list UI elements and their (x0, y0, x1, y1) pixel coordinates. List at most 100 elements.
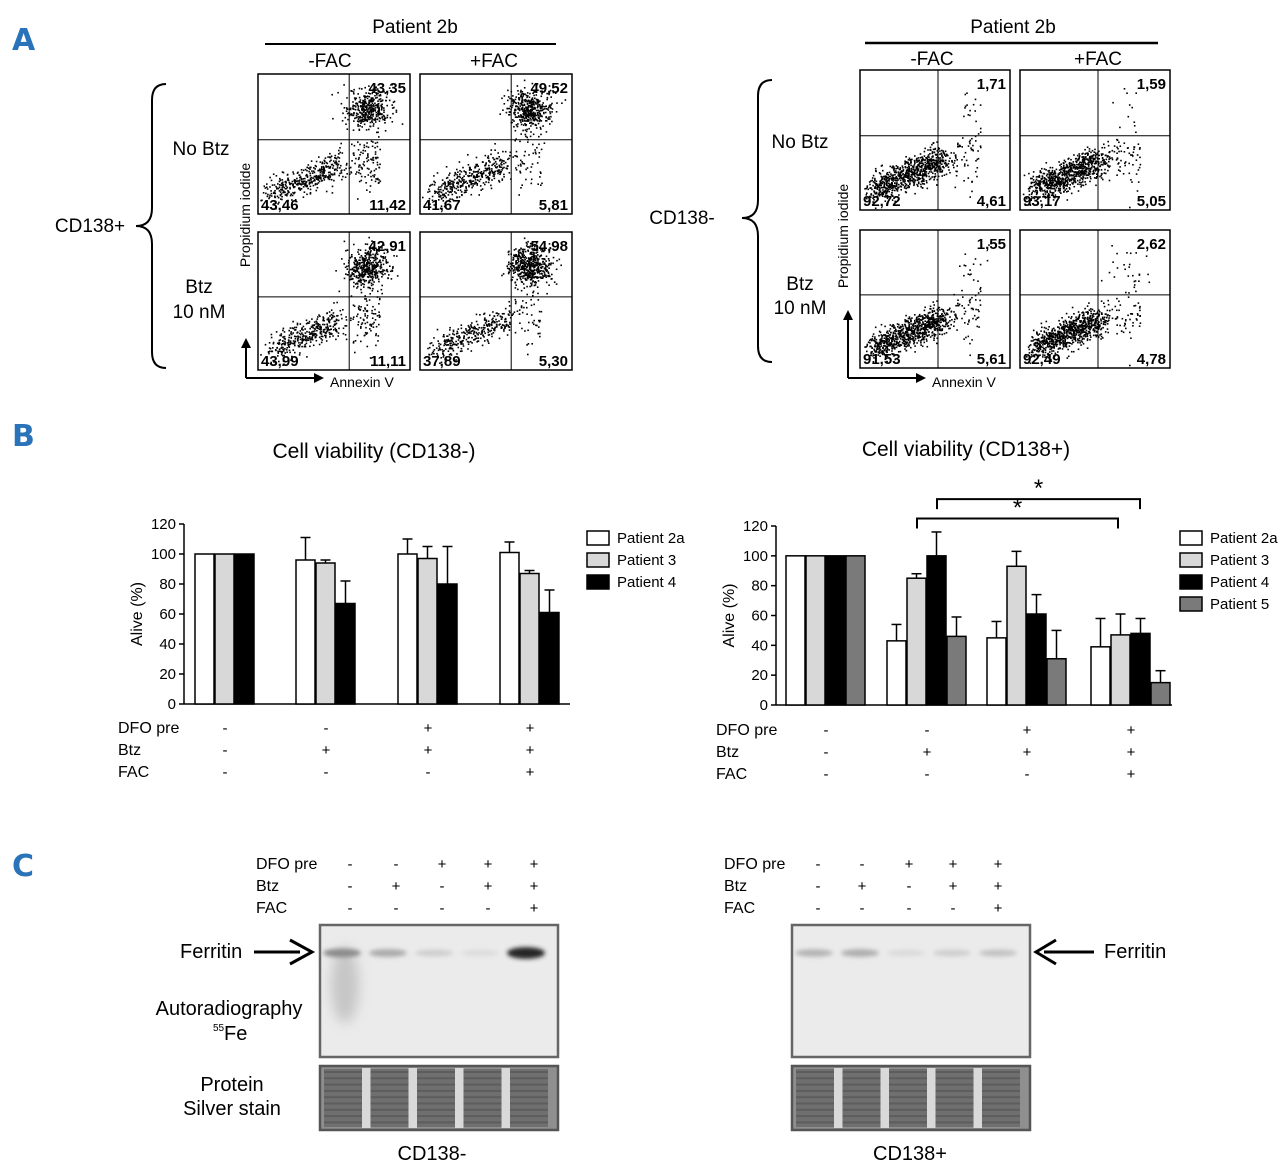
chart-title: Cell viability (CD138-) (272, 440, 475, 463)
legend-swatch (586, 530, 610, 546)
panel-label-c: C (12, 849, 34, 884)
ferritin-arrowhead-left (289, 938, 316, 966)
blot-condition-value: - (348, 900, 353, 917)
condition-value: - (426, 764, 431, 781)
bar (539, 611, 560, 705)
patient-header: Patient 2b (970, 17, 1056, 38)
flow-plot: 42,91 43,99 11,11 (257, 231, 411, 371)
condition-value: + (322, 742, 331, 759)
significance-bracket (936, 498, 1141, 510)
silver-lane (510, 1069, 548, 1127)
condition-row-label: Btz (716, 744, 739, 761)
quadrant-value-top-right: 1,55 (977, 236, 1006, 253)
blot-condition-value: - (816, 900, 821, 917)
lane-gap (880, 1068, 889, 1128)
quadrant-value-bottom-left: 43,99 (261, 353, 299, 370)
condition-value: + (1127, 722, 1136, 739)
y-tick-label: 100 (151, 546, 176, 563)
significance-marker: * (1013, 495, 1022, 522)
lane-gap (362, 1068, 371, 1128)
legend-swatch (586, 552, 610, 568)
blot-condition-value: - (348, 878, 353, 895)
autoradiography-blot-right (790, 923, 1032, 1059)
y-tick-label: 60 (751, 608, 768, 625)
silver-lanes-right (796, 1068, 1020, 1128)
blot-condition-value: + (994, 856, 1003, 873)
condition-value: - (223, 720, 228, 737)
bar (214, 553, 235, 705)
flow-plot: 43,35 43,46 11,42 (257, 73, 411, 215)
silver-lane (324, 1069, 362, 1127)
ferritin-bands-right (795, 949, 1017, 957)
scatter-events (1024, 245, 1151, 367)
condition-value: - (223, 742, 228, 759)
ferritin-label-left: Ferritin (180, 941, 242, 963)
quadrant-value-bottom-left: 92,72 (863, 193, 901, 210)
legend-swatch (1179, 552, 1203, 568)
condition-value: - (824, 744, 829, 761)
condition-value: - (925, 722, 930, 739)
lane-gap (408, 1068, 417, 1128)
ferritin-bands-left (323, 947, 545, 959)
y-axis-label: Alive (%) (129, 582, 146, 646)
viability-chart-cd138-minus: Cell viability (CD138-) 0 20 40 60 80 100 120 Al… (118, 440, 685, 781)
quadrant-value-bottom-right: 4,78 (1137, 351, 1166, 368)
ferritin-arrowhead-right (1033, 938, 1057, 966)
legend-label: Patient 4 (617, 574, 676, 591)
bar (397, 553, 418, 705)
legend-swatch (1179, 574, 1203, 590)
quadrant-value-bottom-right: 5,61 (977, 351, 1006, 368)
condition-value: + (1023, 744, 1032, 761)
bar (785, 555, 806, 706)
quadrant-value-bottom-right: 5,05 (1137, 193, 1166, 210)
bar (1006, 565, 1027, 706)
condition-value: + (1127, 766, 1136, 783)
condition-value: - (1025, 766, 1030, 783)
lane-gap (834, 1068, 843, 1128)
blot-condition-value: + (994, 878, 1003, 895)
group-label: CD138+ (55, 216, 125, 237)
ferritin-band (841, 949, 879, 957)
lane-gap (973, 1068, 982, 1128)
blot-condition-value: - (440, 900, 445, 917)
blot-condition-value: + (484, 878, 493, 895)
col-label-minus-fac: -FAC (308, 51, 351, 72)
smear (331, 947, 359, 1023)
bar (437, 583, 458, 705)
blot-condition-value: - (860, 856, 865, 873)
y-tick-label: 120 (743, 518, 768, 535)
quadrant-value-bottom-right: 11,42 (369, 197, 406, 214)
legend-label: Patient 4 (1210, 574, 1269, 591)
group-label: CD138- (649, 208, 714, 229)
flow-plots: 43,35 43,46 11,42 49,52 41,67 5,81 42,91 43,99 1… (257, 73, 573, 371)
blot-condition-label: FAC (724, 900, 755, 917)
scatter-events (864, 244, 990, 363)
ferritin-band (507, 947, 545, 959)
blot-condition-value: - (816, 856, 821, 873)
blot-condition-value: - (951, 900, 956, 917)
autoradiography-label: Autoradiography (156, 998, 303, 1020)
quadrant-value-bottom-left: 93,17 (1023, 193, 1061, 210)
blot-condition-label: Btz (256, 878, 279, 895)
quadrant-value-bottom-right: 5,81 (539, 197, 568, 214)
y-tick-label: 60 (159, 606, 176, 623)
blot-condition-value: + (438, 856, 447, 873)
blot-condition-value: + (949, 856, 958, 873)
x-axis-label: Annexin V (330, 374, 394, 390)
bar (519, 572, 540, 705)
blot-condition-value: - (394, 856, 399, 873)
quadrant-value-top-right: 1,71 (977, 76, 1006, 93)
blot-condition-value: - (816, 878, 821, 895)
flow-plot: 1,71 92,72 4,61 (859, 69, 1011, 211)
condition-value: - (824, 766, 829, 783)
silver-lane (982, 1069, 1020, 1127)
condition-value: + (424, 742, 433, 759)
ferritin-band (795, 949, 833, 957)
blot-condition-label: DFO pre (724, 856, 785, 873)
condition-value: + (526, 764, 535, 781)
legend-swatch (1179, 530, 1203, 546)
quadrant-value-top-right: 43,35 (368, 80, 406, 97)
ferritin-band (461, 949, 499, 957)
silver-lane (796, 1069, 834, 1127)
